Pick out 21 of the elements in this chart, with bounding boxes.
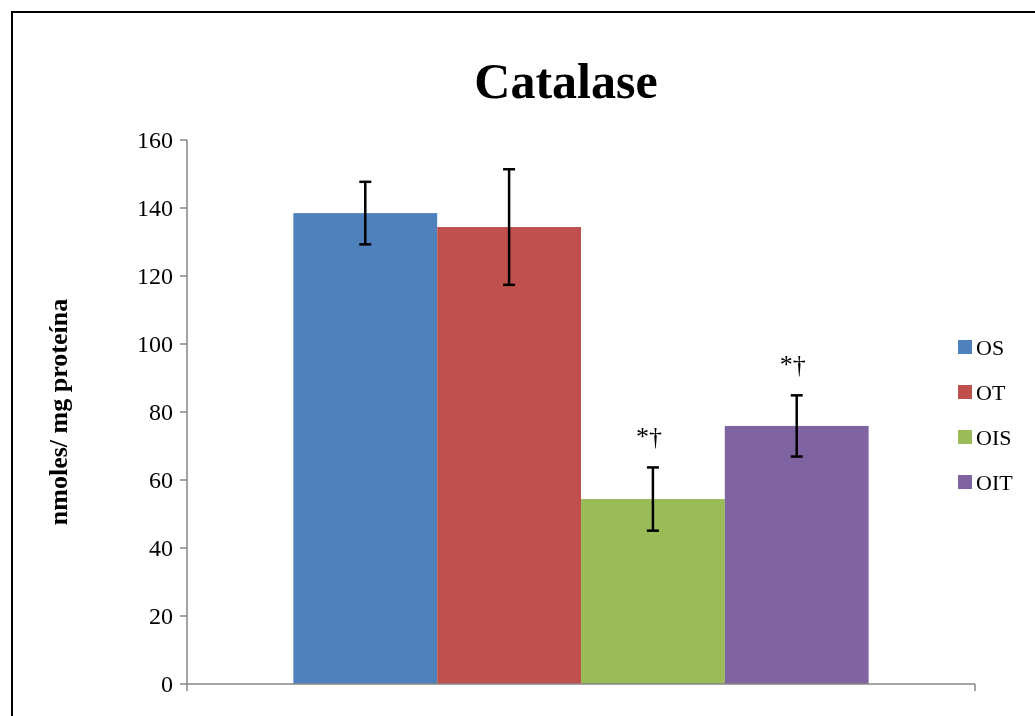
y-tick-label: 140 bbox=[137, 195, 173, 222]
y-tick-label: 100 bbox=[137, 331, 173, 358]
y-tick-label: 0 bbox=[161, 671, 173, 698]
y-axis-title: nmoles/ mg proteína bbox=[44, 298, 73, 526]
bar bbox=[437, 227, 581, 684]
bar bbox=[724, 425, 869, 684]
legend-label: OT bbox=[976, 379, 1006, 405]
y-tick-label: 160 bbox=[137, 127, 173, 154]
data-label: *† bbox=[635, 422, 662, 452]
legend-label: OIT bbox=[976, 469, 1014, 495]
data-label: *† bbox=[779, 350, 806, 380]
bar bbox=[581, 499, 725, 684]
y-tick-label: 40 bbox=[149, 535, 173, 562]
legend-label: OIS bbox=[976, 424, 1012, 450]
y-tick-label: 80 bbox=[149, 399, 173, 426]
bar bbox=[293, 213, 438, 684]
chart-title: Catalase bbox=[474, 53, 658, 109]
y-tick-label: 60 bbox=[149, 467, 173, 494]
legend-label: OS bbox=[976, 334, 1005, 360]
y-tick-label: 20 bbox=[149, 603, 173, 630]
y-tick-label: 120 bbox=[137, 263, 173, 290]
